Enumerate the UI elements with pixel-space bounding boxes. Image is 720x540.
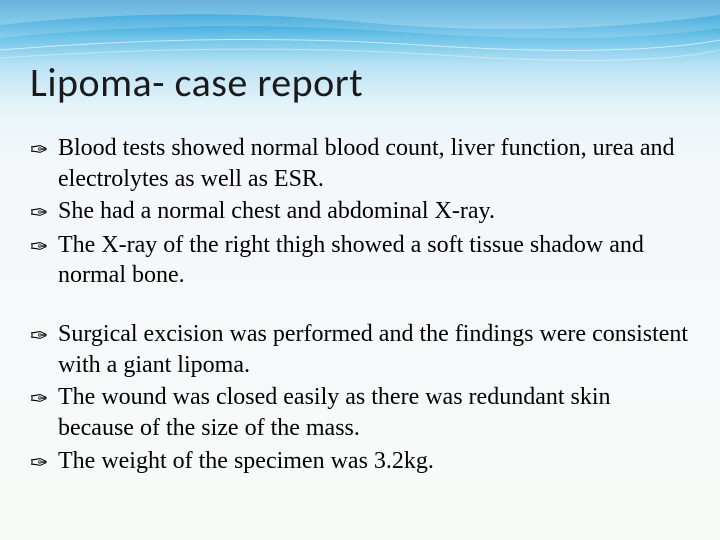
list-item: ✑ The weight of the specimen was 3.2kg. xyxy=(30,446,690,477)
bullet-icon: ✑ xyxy=(30,196,58,227)
bullet-text: The weight of the specimen was 3.2kg. xyxy=(58,446,690,477)
bullet-text: She had a normal chest and abdominal X-r… xyxy=(58,196,690,227)
bullet-icon: ✑ xyxy=(30,230,58,261)
bullet-text: Surgical excision was performed and the … xyxy=(58,319,690,380)
bullet-text: The X-ray of the right thigh showed a so… xyxy=(58,230,690,291)
list-item: ✑ Surgical excision was performed and th… xyxy=(30,319,690,380)
list-item: ✑ The wound was closed easily as there w… xyxy=(30,382,690,443)
bullet-icon: ✑ xyxy=(30,133,58,164)
bullet-icon: ✑ xyxy=(30,446,58,477)
bullet-group-2: ✑ Surgical excision was performed and th… xyxy=(30,319,690,477)
bullet-icon: ✑ xyxy=(30,382,58,413)
list-item: ✑ The X-ray of the right thigh showed a … xyxy=(30,230,690,291)
bullet-icon: ✑ xyxy=(30,319,58,350)
bullet-text: The wound was closed easily as there was… xyxy=(58,382,690,443)
bullet-text: Blood tests showed normal blood count, l… xyxy=(58,133,690,194)
bullet-group-1: ✑ Blood tests showed normal blood count,… xyxy=(30,133,690,291)
slide-content: Lipoma- case report ✑ Blood tests showed… xyxy=(0,0,720,525)
list-item: ✑ She had a normal chest and abdominal X… xyxy=(30,196,690,227)
list-item: ✑ Blood tests showed normal blood count,… xyxy=(30,133,690,194)
slide-title: Lipoma- case report xyxy=(30,58,690,107)
